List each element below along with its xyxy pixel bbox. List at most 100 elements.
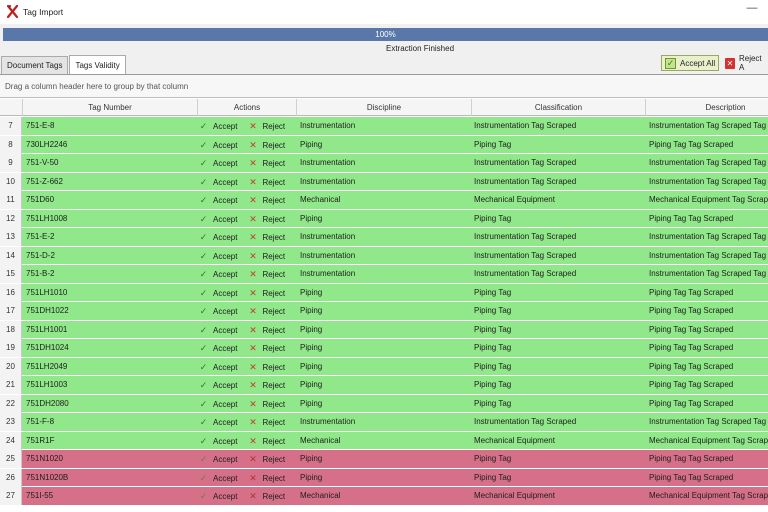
accept-icon[interactable]: ✓ (199, 491, 208, 501)
reject-icon[interactable]: ✕ (249, 324, 257, 335)
description-cell[interactable]: Instrumentation Tag Scraped Tag (649, 250, 767, 260)
accept-link[interactable]: Accept (213, 418, 238, 427)
reject-link[interactable]: Reject (262, 307, 286, 316)
accept-icon[interactable]: ✓ (199, 139, 208, 150)
classification-cell[interactable]: Instrumentation Tag Scraped (474, 417, 577, 426)
reject-icon[interactable]: ✕ (249, 250, 257, 261)
reject-link[interactable]: Reject (262, 251, 286, 261)
reject-icon[interactable]: ✕ (249, 158, 257, 168)
accept-icon[interactable]: ✓ (199, 121, 208, 131)
description-cell[interactable]: Instrumentation Tag Scraped Tag (649, 158, 767, 167)
column-header-actions[interactable]: Actions (198, 99, 297, 116)
discipline-cell[interactable]: Instrumentation (300, 121, 356, 130)
accept-link[interactable]: Accept (213, 122, 238, 131)
group-by-panel[interactable]: Drag a column header here to group by th… (0, 75, 768, 98)
tag-number-cell[interactable]: 751LH1003 (26, 380, 68, 389)
description-cell[interactable]: Piping Tag Tag Scraped (649, 287, 734, 297)
table-row[interactable]: 14 751-D-2 ✓ Accept ✕ Reject Instrumentation In… (0, 246, 768, 265)
column-header-classification[interactable]: Classification (472, 99, 646, 116)
reject-icon[interactable]: ✕ (249, 361, 257, 372)
reject-icon[interactable]: ✕ (249, 491, 257, 501)
reject-link[interactable]: Reject (262, 362, 286, 372)
classification-cell[interactable]: Piping Tag (474, 343, 512, 352)
accept-link[interactable]: Accept (213, 159, 238, 168)
reject-link[interactable]: Reject (262, 418, 286, 427)
reject-icon[interactable]: ✕ (249, 398, 257, 409)
accept-icon[interactable]: ✓ (199, 195, 208, 205)
discipline-cell[interactable]: Piping (300, 343, 323, 352)
accept-link[interactable]: Accept (213, 233, 238, 242)
accept-link[interactable]: Accept (213, 381, 238, 390)
tag-number-cell[interactable]: 751DH2080 (26, 398, 69, 408)
discipline-cell[interactable]: Mechanical (300, 491, 341, 500)
accept-icon[interactable]: ✓ (199, 454, 208, 464)
accept-icon[interactable]: ✓ (199, 213, 208, 224)
tag-number-cell[interactable]: 751LH2049 (26, 361, 68, 371)
description-cell[interactable]: Piping Tag Tag Scraped (649, 343, 734, 352)
table-row[interactable]: 7 751-E-8 ✓ Accept ✕ Reject Instrumentation Ins… (0, 117, 768, 136)
reject-link[interactable]: Reject (262, 288, 286, 298)
description-cell[interactable]: Mechanical Equipment Tag Scrape (649, 491, 768, 500)
accept-icon[interactable]: ✓ (199, 176, 208, 187)
reject-icon[interactable]: ✕ (249, 195, 257, 205)
tag-number-cell[interactable]: 751-B-2 (26, 269, 55, 278)
reject-icon[interactable]: ✕ (249, 287, 257, 298)
discipline-cell[interactable]: Piping (300, 306, 323, 315)
reject-icon[interactable]: ✕ (249, 417, 257, 427)
description-cell[interactable]: Instrumentation Tag Scraped Tag (649, 269, 767, 278)
discipline-cell[interactable]: Instrumentation (300, 250, 356, 260)
description-cell[interactable]: Piping Tag Tag Scraped (649, 361, 734, 371)
reject-link[interactable]: Reject (262, 473, 286, 483)
description-cell[interactable]: Instrumentation Tag Scraped Tag (649, 232, 767, 241)
accept-link[interactable]: Accept (213, 399, 238, 409)
reject-link[interactable]: Reject (262, 344, 286, 353)
tag-number-cell[interactable]: 751-F-8 (26, 417, 55, 426)
accept-link[interactable]: Accept (213, 251, 238, 261)
classification-cell[interactable]: Instrumentation Tag Scraped (474, 121, 577, 130)
table-row[interactable]: 20 751LH2049 ✓ Accept ✕ Reject Piping Piping Ta… (0, 357, 768, 376)
classification-cell[interactable]: Piping Tag (474, 324, 512, 334)
reject-icon[interactable]: ✕ (249, 269, 257, 279)
tag-number-cell[interactable]: 751N1020B (26, 472, 69, 482)
accept-link[interactable]: Accept (213, 473, 238, 483)
tag-number-cell[interactable]: 751-E-8 (26, 121, 55, 130)
description-cell[interactable]: Piping Tag Tag Scraped (649, 139, 734, 149)
table-row[interactable]: 11 751D60 ✓ Accept ✕ Reject Mechanical Mechanic… (0, 191, 768, 210)
reject-link[interactable]: Reject (262, 122, 286, 131)
reject-link[interactable]: Reject (262, 455, 286, 464)
reject-link[interactable]: Reject (262, 214, 286, 224)
accept-link[interactable]: Accept (213, 492, 238, 501)
tag-number-cell[interactable]: 751-D-2 (26, 250, 55, 260)
table-row[interactable]: 27 751I-55 ✓ Accept ✕ Reject Mechanical Mechani… (0, 487, 768, 506)
accept-link[interactable]: Accept (213, 344, 238, 353)
accept-icon[interactable]: ✓ (199, 232, 208, 242)
classification-cell[interactable]: Instrumentation Tag Scraped (474, 250, 577, 260)
reject-link[interactable]: Reject (262, 233, 286, 242)
accept-icon[interactable]: ✓ (199, 287, 208, 298)
accept-link[interactable]: Accept (213, 140, 238, 150)
classification-cell[interactable]: Instrumentation Tag Scraped (474, 158, 577, 167)
reject-link[interactable]: Reject (262, 140, 286, 150)
tag-number-cell[interactable]: 751N1020 (26, 454, 63, 463)
classification-cell[interactable]: Mechanical Equipment (474, 491, 555, 500)
table-row[interactable]: 23 751-F-8 ✓ Accept ✕ Reject Instrumentation In… (0, 413, 768, 432)
reject-link[interactable]: Reject (262, 492, 286, 501)
accept-icon[interactable]: ✓ (199, 343, 208, 353)
table-row[interactable]: 15 751-B-2 ✓ Accept ✕ Reject Instrumentation In… (0, 265, 768, 284)
table-row[interactable]: 26 751N1020B ✓ Accept ✕ Reject Piping Piping Ta… (0, 468, 768, 487)
discipline-cell[interactable]: Mechanical (300, 195, 341, 204)
table-row[interactable]: 24 751R1F ✓ Accept ✕ Reject Mechanical Mechanic… (0, 431, 768, 450)
table-row[interactable]: 18 751LH1001 ✓ Accept ✕ Reject Piping Piping Ta… (0, 320, 768, 339)
reject-link[interactable]: Reject (262, 270, 286, 279)
accept-link[interactable]: Accept (213, 288, 238, 298)
reject-icon[interactable]: ✕ (249, 176, 257, 187)
reject-icon[interactable]: ✕ (249, 454, 257, 464)
classification-cell[interactable]: Instrumentation Tag Scraped (474, 269, 577, 278)
column-header-tag-number[interactable]: Tag Number (23, 99, 198, 116)
reject-icon[interactable]: ✕ (249, 121, 257, 131)
accept-link[interactable]: Accept (213, 307, 238, 316)
classification-cell[interactable]: Piping Tag (474, 380, 512, 389)
tag-number-cell[interactable]: 751-E-2 (26, 232, 55, 241)
tag-number-cell[interactable]: 751D60 (26, 195, 55, 204)
accept-icon[interactable]: ✓ (199, 158, 208, 168)
